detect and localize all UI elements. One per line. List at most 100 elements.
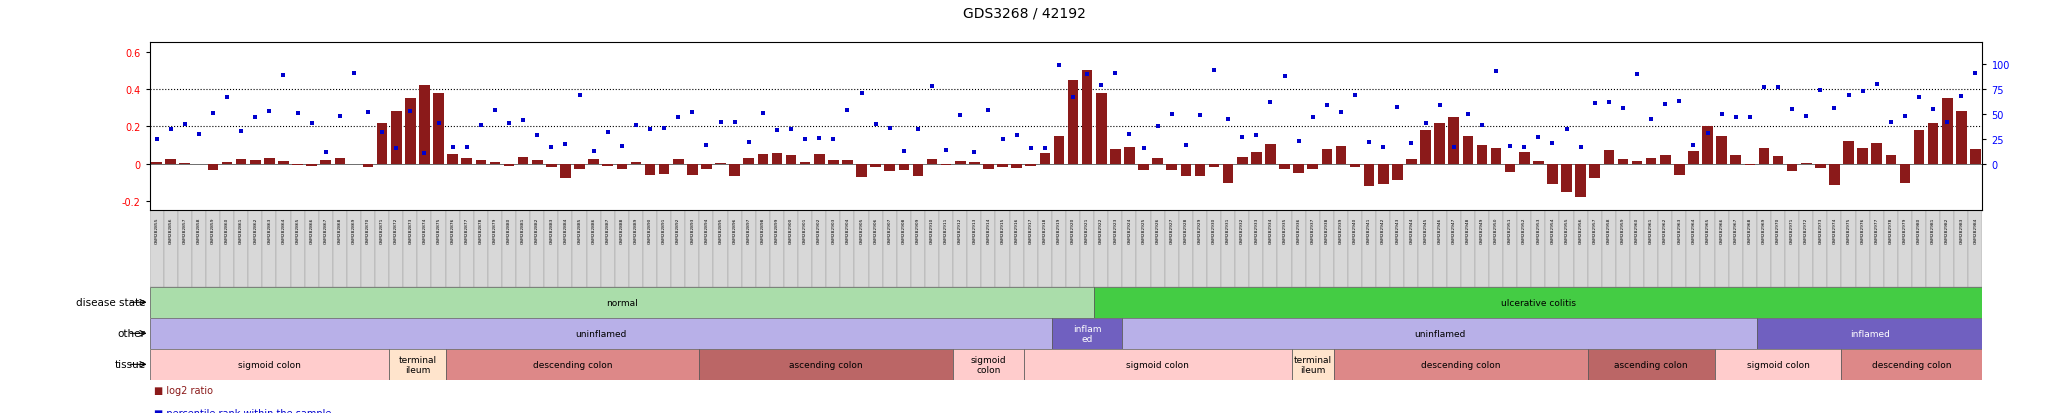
Bar <box>418 211 432 287</box>
Text: GSM282911: GSM282911 <box>944 217 948 243</box>
Text: GSM282966: GSM282966 <box>1720 217 1724 243</box>
Bar <box>772 154 782 164</box>
Point <box>1845 89 1878 95</box>
Text: ulcerative colitis: ulcerative colitis <box>1501 298 1575 307</box>
Bar <box>799 211 813 287</box>
Point <box>676 109 709 116</box>
Point <box>915 83 948 90</box>
Bar <box>629 211 643 287</box>
Bar <box>801 163 811 164</box>
Bar <box>1067 81 1079 164</box>
Bar <box>883 211 897 287</box>
Point <box>254 108 287 115</box>
Bar <box>221 163 231 164</box>
Bar <box>1081 71 1092 164</box>
Bar <box>940 164 952 166</box>
Text: GSM282874: GSM282874 <box>422 217 426 243</box>
Text: GSM282919: GSM282919 <box>1057 217 1061 243</box>
Point <box>1409 120 1442 127</box>
Bar <box>1815 164 1825 169</box>
Bar <box>207 211 219 287</box>
Text: GSM282970: GSM282970 <box>1776 217 1780 243</box>
Point <box>281 110 313 117</box>
Bar <box>1321 150 1331 164</box>
Bar <box>1925 211 1939 287</box>
Bar <box>1546 164 1559 185</box>
Bar <box>954 162 965 164</box>
Text: GSM282892: GSM282892 <box>676 217 680 243</box>
Bar <box>1587 349 1714 380</box>
Point <box>1057 94 1090 101</box>
Point <box>1042 63 1075 69</box>
Point <box>535 145 567 151</box>
Point <box>860 121 893 128</box>
Text: GSM282864: GSM282864 <box>281 217 285 243</box>
Text: GSM282935: GSM282935 <box>1282 217 1286 243</box>
Bar <box>319 211 332 287</box>
Point <box>494 120 526 126</box>
Bar <box>1827 211 1841 287</box>
Point <box>1100 71 1133 78</box>
Text: GSM282947: GSM282947 <box>1452 217 1456 243</box>
Text: GSM282860: GSM282860 <box>225 217 229 243</box>
Bar <box>446 211 459 287</box>
Bar <box>1237 157 1247 164</box>
Text: GSM282904: GSM282904 <box>846 217 850 243</box>
Bar <box>1872 144 1882 164</box>
Bar <box>1405 211 1419 287</box>
Bar <box>643 211 657 287</box>
Text: GSM282957: GSM282957 <box>1593 217 1597 243</box>
Bar <box>600 211 614 287</box>
Bar <box>420 86 430 164</box>
Bar <box>377 123 387 164</box>
Bar <box>1843 142 1853 164</box>
Bar <box>1434 123 1446 164</box>
Bar <box>1053 318 1122 349</box>
Bar <box>856 164 866 178</box>
Point <box>1227 135 1260 141</box>
Bar <box>995 211 1010 287</box>
Bar <box>1630 211 1645 287</box>
Text: GSM282901: GSM282901 <box>803 217 807 243</box>
Point <box>1339 93 1372 99</box>
Bar <box>741 211 756 287</box>
Text: GSM282933: GSM282933 <box>1253 217 1257 243</box>
Bar <box>1503 211 1518 287</box>
Bar <box>1335 146 1346 164</box>
Bar <box>1024 349 1292 380</box>
Bar <box>573 164 586 170</box>
Text: GSM282980: GSM282980 <box>1917 217 1921 243</box>
Text: GSM282961: GSM282961 <box>1649 217 1653 243</box>
Bar <box>1812 211 1827 287</box>
Bar <box>1180 164 1192 177</box>
Bar <box>1446 211 1460 287</box>
Bar <box>532 161 543 164</box>
Bar <box>1505 164 1516 173</box>
Bar <box>1546 211 1559 287</box>
Bar <box>332 211 346 287</box>
Bar <box>291 211 305 287</box>
Bar <box>1616 211 1630 287</box>
Text: sigmoid colon: sigmoid colon <box>238 360 301 369</box>
Bar <box>1026 164 1036 166</box>
Text: GSM282866: GSM282866 <box>309 217 313 243</box>
Text: GSM282960: GSM282960 <box>1634 217 1638 243</box>
Bar <box>727 211 741 287</box>
Text: ascending colon: ascending colon <box>788 360 862 369</box>
Bar <box>1942 99 1952 164</box>
Point <box>182 131 215 138</box>
Bar <box>1772 211 1786 287</box>
Text: GSM282967: GSM282967 <box>1735 217 1737 243</box>
Point <box>1663 98 1696 104</box>
Point <box>436 145 469 151</box>
Text: GSM282984: GSM282984 <box>1974 217 1978 243</box>
Bar <box>150 318 1053 349</box>
Text: GSM282887: GSM282887 <box>606 217 610 243</box>
Point <box>745 110 778 117</box>
Point <box>1507 145 1540 151</box>
Bar <box>926 211 940 287</box>
Bar <box>1647 159 1657 164</box>
Bar <box>446 349 698 380</box>
Bar <box>362 164 373 168</box>
Point <box>266 72 299 79</box>
